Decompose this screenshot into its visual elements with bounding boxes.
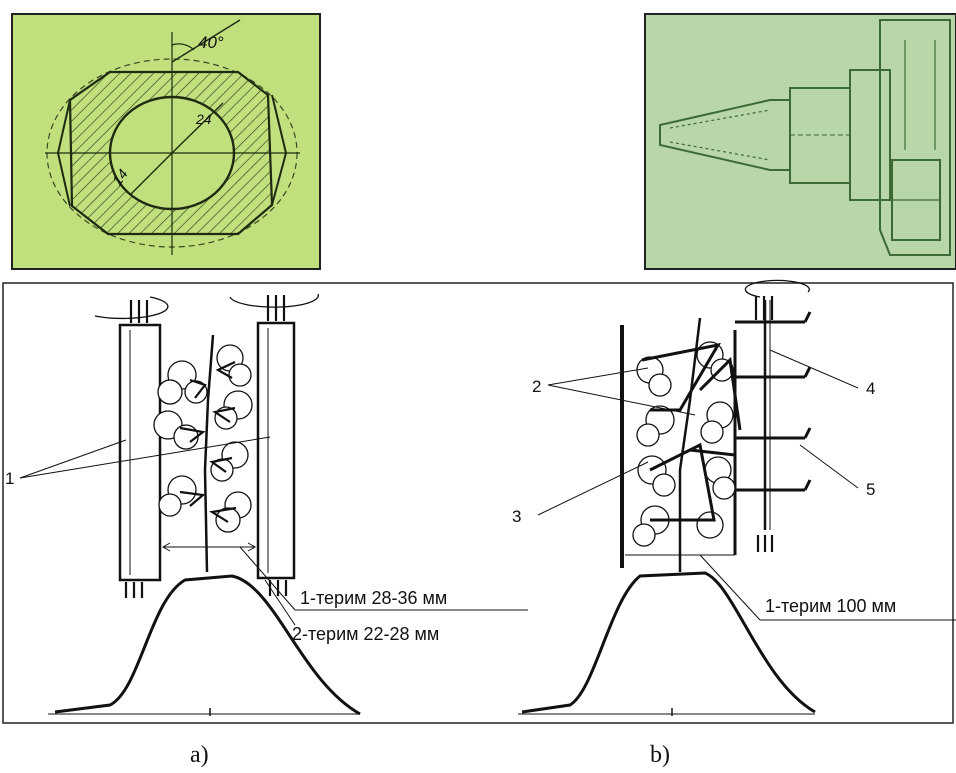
callout-5: 5	[866, 480, 875, 499]
caption-b: b)	[650, 742, 670, 768]
panel-a-spec-2: 2-терим 22-28 мм	[292, 624, 439, 644]
callout-2: 2	[532, 377, 541, 396]
panel-b-diagram: 2 3 4 5 1-терим 100 мм	[512, 279, 956, 716]
cross-section-drawing: 40° 24 14	[11, 13, 321, 270]
callout-1: 1	[5, 469, 14, 488]
angle-label: 40°	[198, 33, 224, 52]
spindle-drawing	[644, 13, 956, 270]
dim-outer-label: 24	[195, 111, 212, 127]
panel-b-spec-1: 1-терим 100 мм	[765, 596, 896, 616]
panel-a-spec-1: 1-терим 28-36 мм	[300, 588, 447, 608]
callout-3: 3	[512, 507, 521, 526]
panel-a-diagram: 1 1-терим 28-36 мм 2-терим 22-28 мм	[5, 293, 528, 716]
callout-4: 4	[866, 379, 875, 398]
caption-a: a)	[190, 742, 209, 768]
